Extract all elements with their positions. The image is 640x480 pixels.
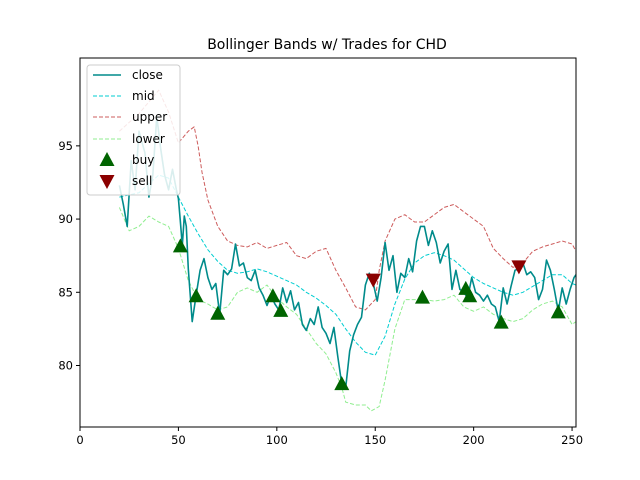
x-tick-label: 50	[171, 433, 186, 447]
legend: close mid upper lower buy sell	[86, 64, 181, 196]
legend-buy-label: buy	[132, 153, 154, 167]
x-tick-label: 150	[364, 433, 386, 447]
sell-marker	[365, 273, 381, 288]
series-mid-line	[119, 174, 576, 356]
chart-title: Bollinger Bands w/ Trades for CHD	[207, 37, 447, 53]
legend-sell-marker	[99, 175, 115, 189]
y-tick-label: 95	[58, 139, 73, 153]
legend-sell-label: sell	[132, 174, 152, 188]
x-axis: 0 50 100 150 200 250	[76, 427, 583, 447]
x-tick-label: 250	[561, 433, 583, 447]
legend-close-label: close	[132, 68, 163, 82]
buy-marker	[210, 305, 226, 320]
buy-marker	[462, 288, 478, 303]
x-tick-label: 200	[463, 433, 485, 447]
y-axis: 80 85 90 95	[58, 139, 80, 373]
buy-marker	[414, 289, 430, 304]
legend-lower-label: lower	[132, 132, 165, 146]
marker-layer	[172, 238, 566, 391]
series-upper-line	[119, 89, 576, 311]
y-tick-label: 90	[58, 212, 73, 226]
buy-marker	[172, 238, 188, 253]
x-tick-label: 100	[266, 433, 288, 447]
sell-marker	[511, 260, 527, 275]
buy-marker	[493, 314, 509, 329]
buy-marker	[265, 288, 281, 303]
buy-marker	[334, 376, 350, 391]
buy-marker	[188, 288, 204, 303]
y-tick-label: 80	[58, 359, 73, 373]
y-tick-label: 85	[58, 285, 73, 299]
legend-buy-marker	[99, 152, 115, 166]
plot-area	[79, 57, 577, 428]
x-tick-label: 0	[76, 433, 83, 447]
legend-upper-label: upper	[132, 110, 167, 124]
buy-marker	[550, 304, 566, 319]
legend-mid-label: mid	[132, 89, 155, 103]
plot-frame	[79, 57, 577, 428]
buy-marker	[273, 302, 289, 317]
